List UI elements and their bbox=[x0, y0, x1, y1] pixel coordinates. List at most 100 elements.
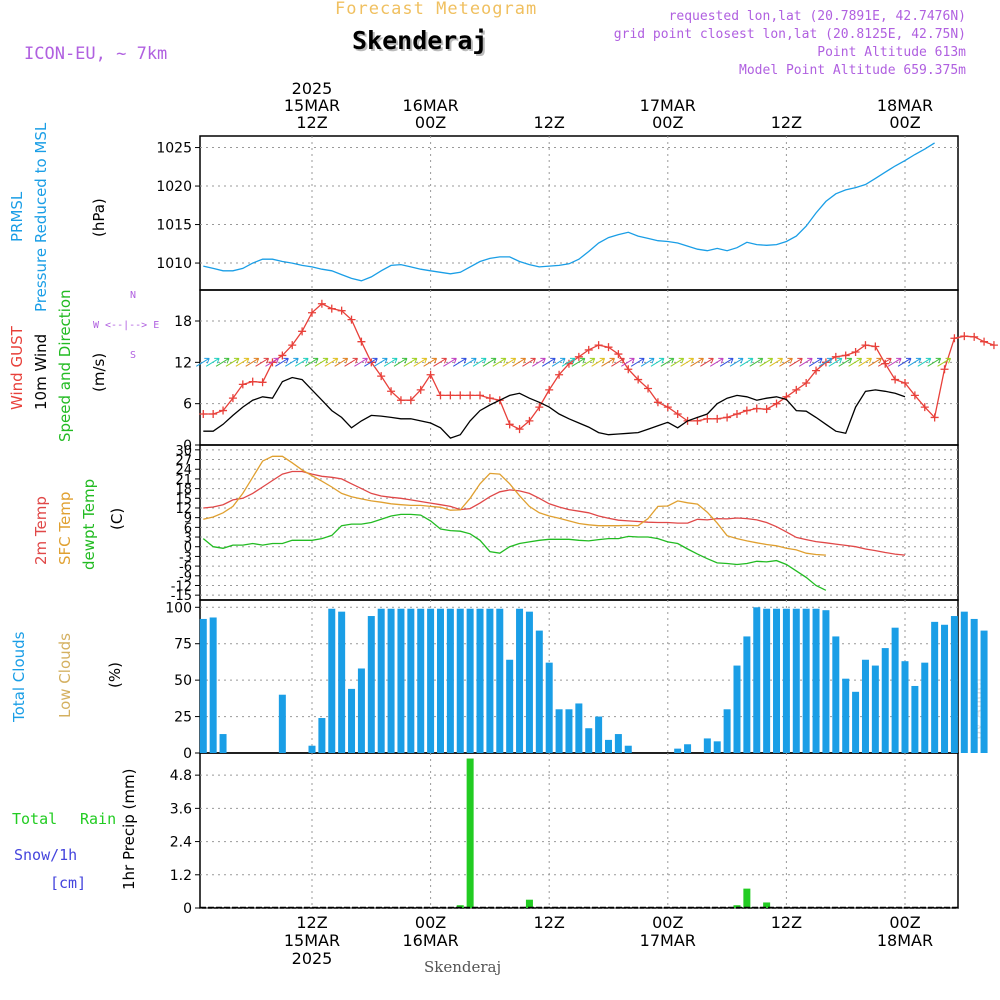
total-clouds-bar bbox=[891, 627, 899, 753]
wind-direction-arrow bbox=[749, 357, 764, 367]
total-clouds-bar bbox=[535, 630, 543, 753]
wind-gust-point bbox=[663, 403, 672, 412]
wind-direction-arrow bbox=[789, 357, 803, 367]
wind-direction-arrow bbox=[640, 357, 655, 367]
wind-direction-arrow bbox=[443, 357, 457, 367]
y-tick-label: 3.6 bbox=[170, 801, 192, 817]
total-clouds-bar bbox=[960, 611, 968, 753]
wind-direction-arrow bbox=[522, 357, 536, 367]
wind-direction-arrow bbox=[265, 357, 279, 367]
wind-direction-arrow bbox=[769, 357, 783, 367]
total-clouds-bar bbox=[624, 745, 632, 753]
wind-direction-arrow bbox=[452, 357, 467, 367]
y-tick-label: -6 bbox=[179, 560, 192, 575]
total-clouds-bar bbox=[328, 608, 336, 753]
wind-gust-point bbox=[851, 348, 860, 356]
wind-direction-arrow bbox=[344, 357, 358, 367]
wind-gust-point bbox=[624, 365, 633, 374]
wind-gust-point bbox=[920, 403, 929, 412]
total-clouds-bar bbox=[555, 709, 563, 753]
wind-gust-point bbox=[347, 315, 356, 324]
wind-direction-arrow bbox=[225, 357, 240, 367]
wind-gust-point bbox=[940, 365, 949, 374]
wind-direction-arrow bbox=[759, 357, 774, 367]
y-tick-label: 6 bbox=[184, 521, 192, 536]
y-tick-label: 12 bbox=[174, 355, 192, 371]
total-clouds-bar bbox=[436, 608, 444, 753]
y-tick-label: 18 bbox=[175, 483, 192, 498]
wind-direction-arrow bbox=[887, 357, 902, 367]
y-tick-label: 50 bbox=[174, 673, 192, 689]
wind-gust-point bbox=[416, 385, 425, 394]
wind-direction-arrow bbox=[660, 357, 675, 367]
total-clouds-bar bbox=[921, 662, 929, 753]
wind-direction-arrow bbox=[541, 357, 556, 367]
wind-gust-point bbox=[693, 416, 702, 425]
wind-gust-point bbox=[377, 372, 386, 381]
compass-n: N bbox=[130, 290, 137, 301]
total-clouds-bar bbox=[456, 608, 464, 753]
wind-gust-point bbox=[752, 404, 761, 413]
wind-direction-arrow bbox=[611, 357, 625, 367]
wind-direction-arrow bbox=[275, 357, 289, 367]
wind-gust-point bbox=[604, 343, 613, 352]
y-tick-label: 0 bbox=[183, 438, 192, 454]
total-clouds-bar bbox=[614, 734, 622, 753]
total-clouds-bar bbox=[674, 748, 682, 753]
wind-gust-point bbox=[228, 394, 237, 403]
time-label-top: 16MAR bbox=[402, 96, 458, 115]
wind-direction-arrow bbox=[472, 357, 487, 367]
time-label-bottom: 12Z bbox=[771, 913, 802, 932]
y-tick-label: 21 bbox=[175, 473, 192, 488]
total-clouds-bar bbox=[516, 608, 524, 753]
wind-direction-arrow bbox=[897, 357, 912, 367]
wind-gust-point bbox=[901, 379, 909, 387]
total-rain-label-total: Total bbox=[12, 810, 58, 828]
wind-direction-arrow bbox=[877, 357, 892, 367]
wind-direction-arrow bbox=[492, 357, 507, 367]
total-clouds-bar bbox=[278, 694, 286, 753]
total-clouds-bar bbox=[565, 709, 573, 753]
wind-direction-arrow bbox=[284, 357, 299, 367]
wind-gust-point bbox=[446, 391, 455, 400]
model-point-altitude: Model Point Altitude 659.375m bbox=[739, 63, 966, 78]
wind-gust-point bbox=[545, 385, 554, 394]
wind-direction-arrow bbox=[650, 357, 665, 367]
wind-direction-arrow bbox=[354, 357, 368, 367]
wind-direction-arrow bbox=[462, 357, 477, 367]
total-clouds-bar bbox=[782, 608, 790, 753]
wind-gust-point bbox=[288, 341, 297, 350]
wind-gust-point bbox=[456, 391, 465, 400]
y-tick-label: 75 bbox=[174, 637, 192, 653]
total-clouds-bar bbox=[842, 678, 850, 753]
y-tick-label: 9 bbox=[184, 512, 192, 527]
total-clouds-bar bbox=[792, 608, 800, 753]
wind-gust-point bbox=[802, 379, 811, 387]
y-tick-label: -15 bbox=[171, 589, 192, 604]
wind-gust-point bbox=[209, 410, 218, 418]
wind-gust-point bbox=[673, 410, 682, 418]
total-clouds-bar bbox=[397, 608, 405, 753]
wind-gust-point bbox=[574, 352, 583, 361]
wind-gust-point bbox=[742, 406, 751, 415]
y-tick-label: 4.8 bbox=[170, 768, 192, 784]
total-clouds-bar bbox=[970, 618, 978, 753]
wind-direction-arrow bbox=[255, 357, 270, 367]
total-clouds-bar bbox=[743, 636, 751, 753]
wind-direction-arrow bbox=[581, 357, 596, 367]
y-tick-label: 1020 bbox=[156, 179, 192, 195]
y-tick-label: 0 bbox=[183, 746, 192, 762]
wind-gust-point bbox=[644, 384, 653, 393]
wind-gust-point bbox=[871, 342, 880, 351]
wind-direction-arrow bbox=[739, 357, 754, 367]
wind-direction-arrow bbox=[630, 357, 645, 367]
wind-direction-arrow bbox=[413, 357, 428, 367]
wind-gust-point bbox=[950, 334, 959, 343]
time-label-bottom: 00Z bbox=[652, 913, 683, 932]
wind-direction-arrow bbox=[571, 357, 586, 367]
wind-gust-point bbox=[515, 425, 524, 434]
y-tick-label: 0 bbox=[183, 901, 192, 917]
point-altitude: Point Altitude 613m bbox=[817, 45, 966, 60]
t2m-line bbox=[203, 470, 906, 556]
